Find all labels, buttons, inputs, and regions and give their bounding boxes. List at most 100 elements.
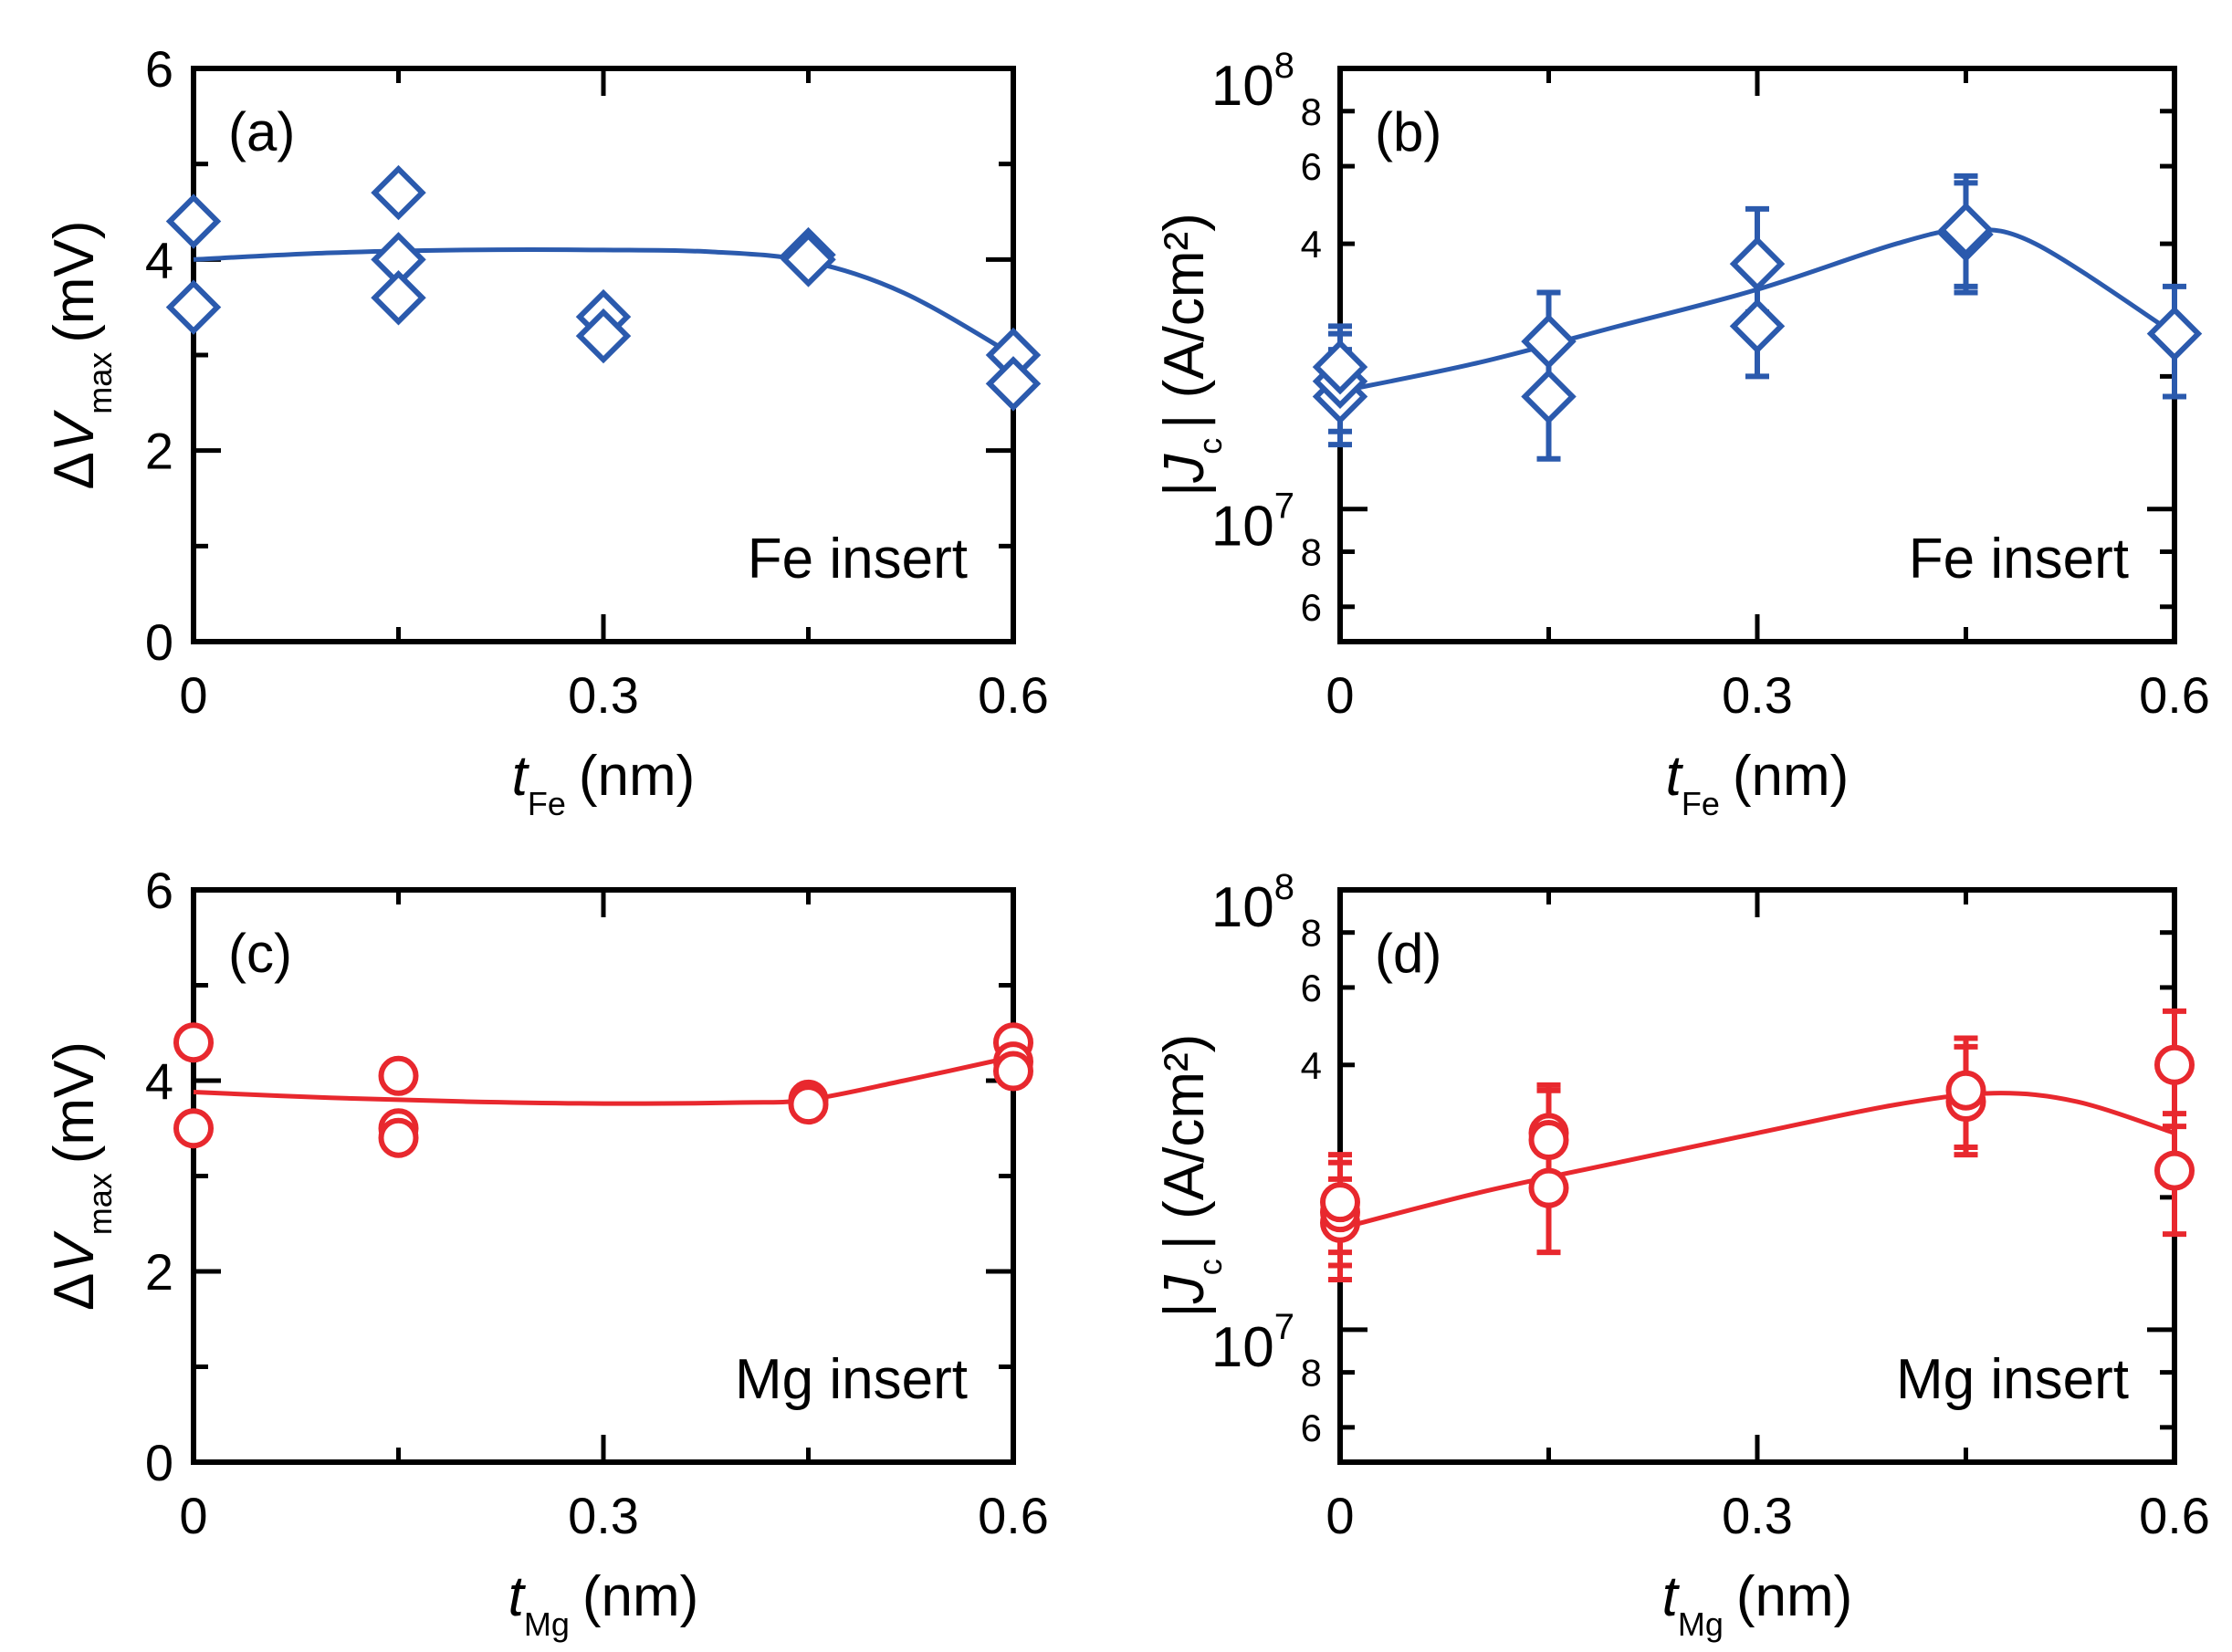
- x-label-unit: (nm): [1736, 1565, 1852, 1628]
- data-point-circle: [173, 1022, 214, 1063]
- y-label-var: V: [43, 1230, 106, 1273]
- y-label-prefix: Δ: [43, 452, 106, 489]
- y-minor-tick-label: 4: [1301, 1044, 1322, 1087]
- annotation-insert: Mg insert: [1896, 1348, 2129, 1411]
- panel-c: 0 0.3 0.6 0 2 4 6 tMg (nm) ΔVmax (mV) (c) Mg insert: [43, 862, 1049, 1643]
- data-point-circle: [1528, 1120, 1569, 1161]
- x-tick-label: 0: [1326, 1487, 1354, 1544]
- y-minor-tick-label: 8: [1301, 912, 1322, 955]
- y-minor-tick-label: 4: [1301, 223, 1322, 266]
- x-tick-label: 0.3: [1722, 1487, 1793, 1544]
- y-label-unit: (mV): [43, 220, 106, 342]
- x-tick-label: 0.3: [568, 666, 639, 724]
- y-tick-label: 6: [145, 40, 173, 98]
- panel-label: (a): [228, 101, 295, 162]
- x-label-sub: Fe: [528, 785, 566, 822]
- y-label-unit: | (A/cm²): [1153, 213, 1216, 429]
- fit-curve: [1339, 1091, 2175, 1231]
- x-tick-label: 0.6: [2139, 1487, 2210, 1544]
- y-label-prefix: Δ: [43, 1273, 106, 1311]
- annotation-insert: Fe insert: [1909, 528, 2129, 591]
- x-tick-label: 0.6: [2139, 666, 2210, 724]
- y-label-var: |J: [1153, 454, 1216, 497]
- y-minor-tick-label: 6: [1301, 586, 1322, 629]
- data-point-circle: [2154, 1044, 2195, 1085]
- x-tick-label: 0: [179, 1487, 207, 1544]
- data-point-diamond: [1938, 202, 1994, 258]
- tick-base: 10: [1211, 55, 1274, 118]
- x-tick-label: 0.6: [978, 666, 1049, 724]
- data-point-circle: [2154, 1150, 2195, 1191]
- x-tick-label: 0.3: [1722, 666, 1793, 724]
- x-tick-label: 0.6: [978, 1487, 1049, 1544]
- data-point-circle: [378, 1117, 419, 1158]
- data-point-diamond: [371, 269, 426, 326]
- data-point-diamond: [1521, 313, 1577, 370]
- data-point-diamond: [165, 193, 222, 249]
- x-axis-label: tMg (nm): [1662, 1565, 1853, 1643]
- x-label-unit: (nm): [579, 745, 695, 808]
- data-point-diamond: [781, 232, 836, 288]
- fit-curve: [1339, 227, 2176, 394]
- x-label-var: t: [1662, 1565, 1681, 1628]
- y-minor-tick-label: 8: [1301, 90, 1322, 133]
- y-label-var: |J: [1153, 1274, 1216, 1318]
- data-point-diamond: [2146, 306, 2203, 361]
- x-axis-label: tFe (nm): [1666, 745, 1850, 822]
- y-tick-label: 0: [145, 1434, 173, 1491]
- y-tick-label: 2: [145, 423, 173, 480]
- y-tick-label: 4: [145, 1052, 173, 1110]
- x-label-unit: (nm): [582, 1565, 698, 1628]
- y-tick-label-major: 107: [1211, 1307, 1294, 1379]
- tick-exponent: 7: [1274, 486, 1294, 527]
- data-point-circle: [173, 1108, 214, 1149]
- y-minor-tick-label: 6: [1301, 145, 1322, 188]
- y-label-unit: | (A/cm²): [1153, 1034, 1216, 1250]
- panel-label: (b): [1375, 101, 1441, 162]
- data-point-diamond: [165, 279, 222, 335]
- x-axis-label: tMg (nm): [508, 1565, 699, 1643]
- x-label-sub: Mg: [1678, 1605, 1724, 1643]
- y-label-sub: max: [81, 352, 119, 414]
- y-minor-tick-label: 8: [1301, 530, 1322, 573]
- y-axis-label: ΔVmax (mV): [43, 220, 119, 489]
- tick-base: 10: [1211, 1316, 1274, 1379]
- data-point-diamond: [985, 356, 1042, 412]
- data-point-diamond: [1312, 339, 1368, 395]
- x-axis-label: tFe (nm): [512, 745, 696, 822]
- y-label-sub: max: [81, 1173, 119, 1235]
- data-point-circle: [378, 1055, 419, 1096]
- y-label-sub: c: [1191, 1259, 1229, 1275]
- y-label-var: V: [43, 409, 106, 452]
- y-axis-label: ΔVmax (mV): [43, 1041, 119, 1311]
- panel-label: (d): [1375, 923, 1441, 984]
- fit-curve: [193, 1054, 1014, 1106]
- data-point-diamond: [1521, 369, 1577, 424]
- y-label-unit: (mV): [43, 1041, 106, 1164]
- panel-a: 0 0.3 0.6 0 2 4 6 tFe (nm) ΔVmax (mV) (a) Fe insert: [43, 40, 1049, 822]
- data-point-circle: [1320, 1182, 1360, 1223]
- y-tick-label: 6: [145, 862, 173, 919]
- annotation-insert: Fe insert: [748, 528, 968, 591]
- data-point-diamond: [1729, 235, 1786, 292]
- data-point-circle: [993, 1051, 1033, 1092]
- data-point-diamond: [1729, 298, 1786, 354]
- x-tick-label: 0: [179, 666, 207, 724]
- tick-exponent: 7: [1274, 1307, 1294, 1347]
- data-point-circle: [1528, 1167, 1569, 1208]
- tick-exponent: 8: [1274, 46, 1294, 86]
- x-label-var: t: [508, 1565, 527, 1628]
- x-label-sub: Mg: [524, 1605, 570, 1643]
- y-tick-label: 2: [145, 1243, 173, 1301]
- y-tick-label-major: 107: [1211, 486, 1294, 559]
- tick-exponent: 8: [1274, 867, 1294, 907]
- data-point-circle: [1945, 1070, 1986, 1111]
- y-minor-tick-label: 8: [1301, 1352, 1322, 1395]
- data-point-diamond: [575, 308, 632, 364]
- data-point-circle: [788, 1084, 829, 1125]
- y-minor-tick-label: 6: [1301, 967, 1322, 1009]
- y-axis-label: |Jc | (A/cm²): [1153, 213, 1229, 497]
